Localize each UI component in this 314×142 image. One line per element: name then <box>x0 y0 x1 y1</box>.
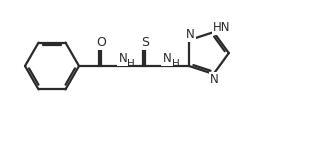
Text: N: N <box>210 74 219 86</box>
Text: O: O <box>96 36 106 49</box>
Text: HN: HN <box>213 21 230 34</box>
Text: H: H <box>171 59 179 69</box>
Text: H: H <box>127 59 135 69</box>
Text: N: N <box>163 52 171 65</box>
Text: N: N <box>119 52 127 65</box>
Text: S: S <box>141 36 149 49</box>
Text: N: N <box>186 28 194 41</box>
